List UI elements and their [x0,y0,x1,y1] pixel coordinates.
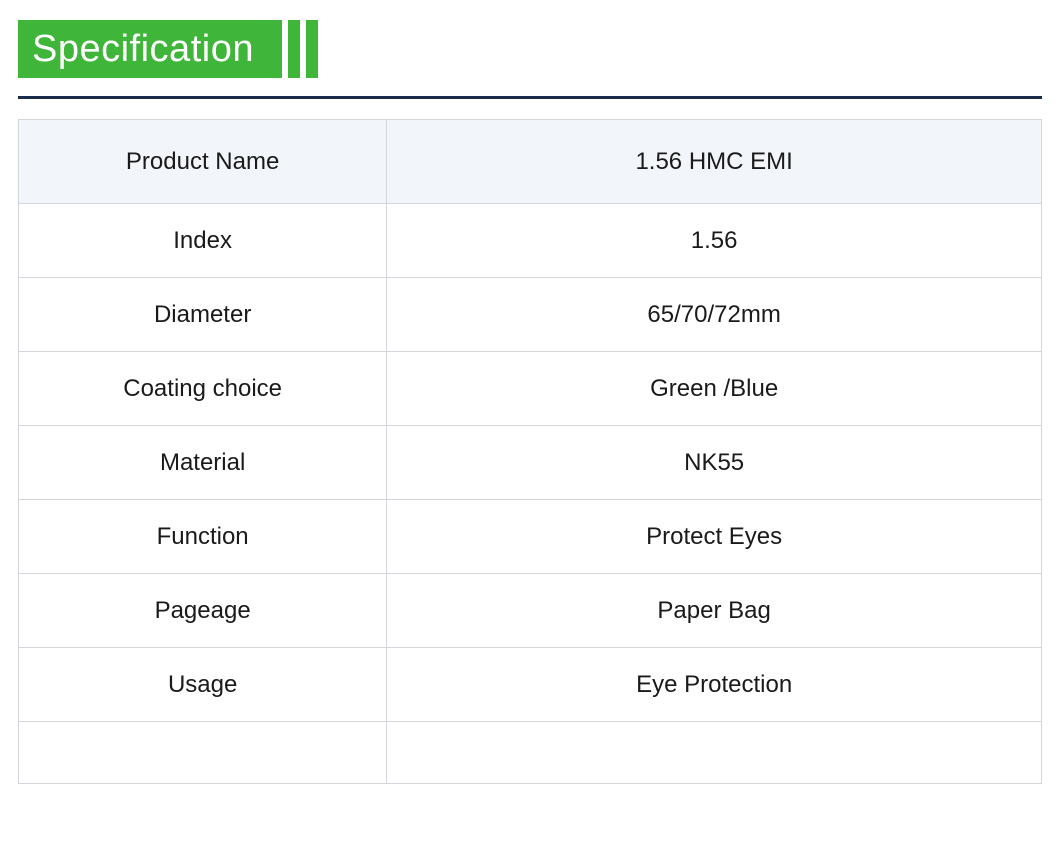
header-section: Specification [0,0,1060,99]
spec-label: Usage [19,648,387,722]
spec-value: Protect Eyes [387,500,1042,574]
spec-value: NK55 [387,426,1042,500]
spec-table-wrap: Product Name 1.56 HMC EMI Index 1.56 Dia… [0,99,1060,784]
spec-table-body: Product Name 1.56 HMC EMI Index 1.56 Dia… [19,120,1042,784]
spec-value: 1.56 HMC EMI [387,120,1042,204]
table-row: Usage Eye Protection [19,648,1042,722]
header-bar: Specification [18,20,1042,78]
table-row: Product Name 1.56 HMC EMI [19,120,1042,204]
stripe-icon [306,20,318,78]
spec-label: Material [19,426,387,500]
section-title: Specification [18,20,282,78]
spec-label: Function [19,500,387,574]
header-stripes [288,20,318,78]
spec-table: Product Name 1.56 HMC EMI Index 1.56 Dia… [18,119,1042,784]
table-row: Diameter 65/70/72mm [19,278,1042,352]
spec-value: Green /Blue [387,352,1042,426]
spec-label [19,722,387,784]
spec-label: Index [19,204,387,278]
spec-value: 65/70/72mm [387,278,1042,352]
table-row: Coating choice Green /Blue [19,352,1042,426]
spec-label: Pageage [19,574,387,648]
stripe-icon [288,20,300,78]
table-row: Function Protect Eyes [19,500,1042,574]
spec-value: Eye Protection [387,648,1042,722]
spec-value: 1.56 [387,204,1042,278]
spec-value: Paper Bag [387,574,1042,648]
table-row: Index 1.56 [19,204,1042,278]
table-row [19,722,1042,784]
spec-value [387,722,1042,784]
table-row: Pageage Paper Bag [19,574,1042,648]
spec-label: Coating choice [19,352,387,426]
spec-label: Diameter [19,278,387,352]
spec-label: Product Name [19,120,387,204]
table-row: Material NK55 [19,426,1042,500]
